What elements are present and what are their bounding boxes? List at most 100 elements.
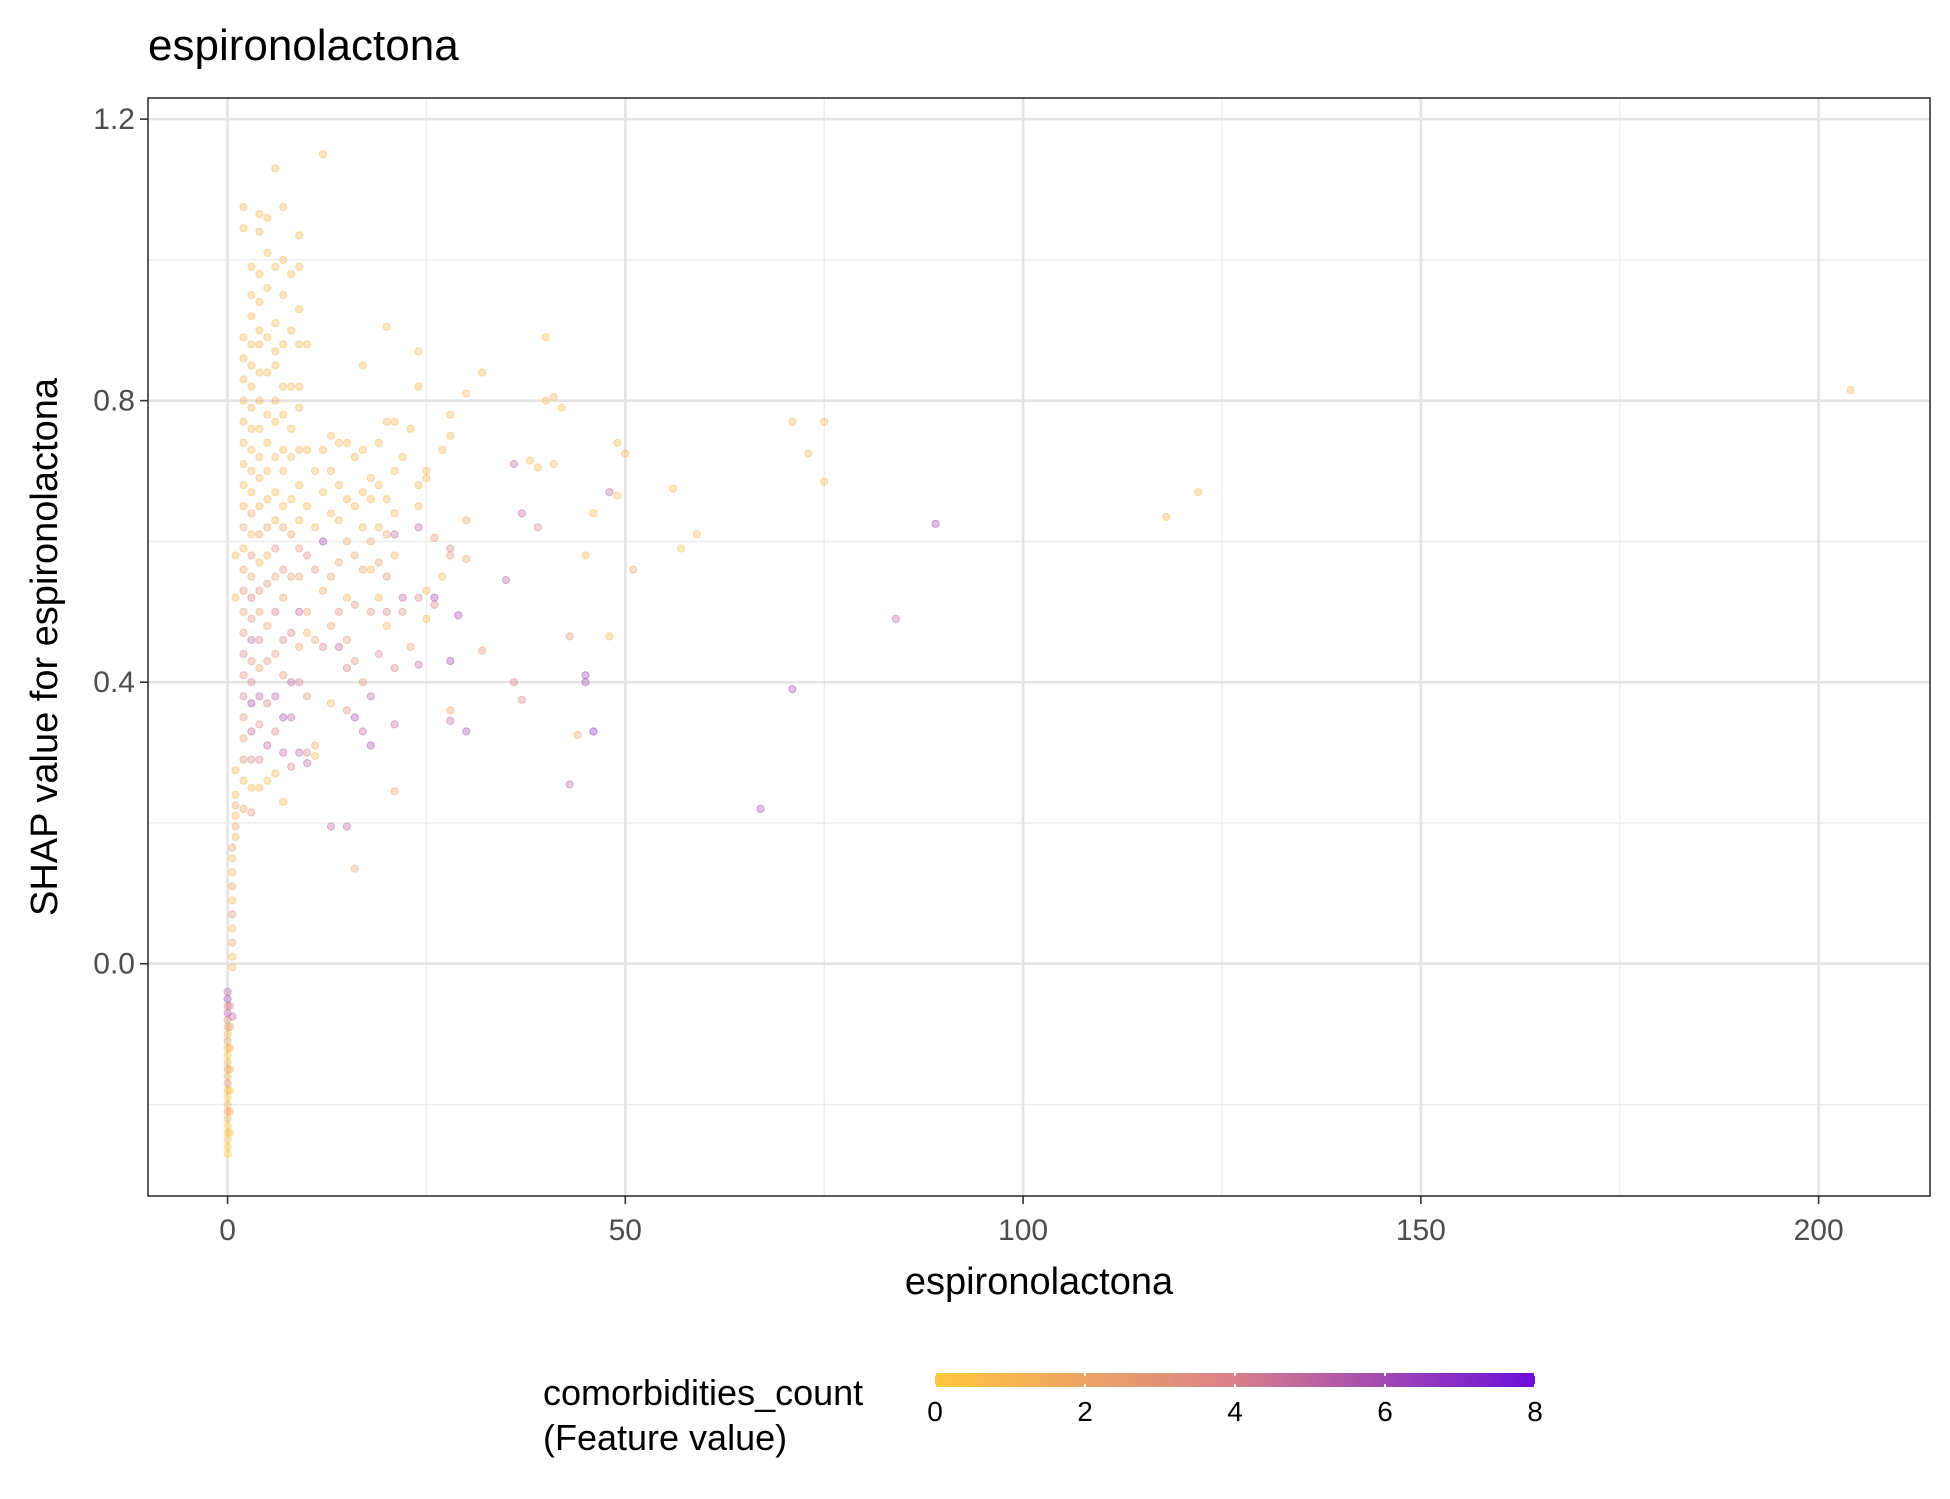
data-point [247,312,256,321]
legend-title-line-2: (Feature value) [543,1417,787,1458]
data-point [350,713,359,722]
x-tick-label: 200 [1794,1214,1844,1247]
data-point [223,1093,232,1102]
data-point [223,1100,232,1109]
data-point [263,776,272,785]
data-point [225,1001,234,1011]
data-point [239,713,248,722]
data-point [311,466,320,476]
data-point [446,431,455,440]
data-point [390,720,399,729]
data-point [247,635,256,645]
data-point [223,1149,232,1158]
data-point [438,572,447,581]
data-point [446,706,455,715]
data-point [231,593,240,602]
data-point [263,368,272,377]
data-point [223,1072,232,1081]
data-point [295,382,304,391]
data-point [279,255,288,264]
data-point [374,649,383,659]
data-point [228,843,237,852]
data-point [225,1065,234,1074]
data-point [398,452,407,462]
data-point [581,671,590,680]
data-point [454,611,463,620]
data-point [287,530,296,539]
data-point [239,649,248,659]
data-point [382,495,391,504]
data-point [279,748,288,757]
data-point [422,586,431,595]
data-point [334,516,343,525]
data-point [271,417,280,426]
data-point [279,671,288,680]
data-point [247,657,256,666]
data-point [613,438,622,447]
x-tick-label: 0 [219,1214,236,1247]
data-point [223,1023,232,1032]
data-point [358,523,367,532]
data-point [374,481,383,490]
data-point [295,481,304,490]
data-point [509,459,519,469]
data-point [613,491,622,500]
data-point [390,509,399,518]
data-point [255,607,264,616]
data-point [326,509,336,518]
data-point [446,716,455,726]
data-point [225,1086,234,1095]
data-point [374,593,383,602]
data-point [255,326,264,335]
data-point [358,565,367,574]
data-point [366,741,375,750]
data-point [804,449,813,458]
data-point [263,699,272,708]
data-point [263,551,272,560]
data-point [279,203,288,212]
data-point [605,488,614,497]
data-point [239,671,248,680]
data-point [247,727,256,736]
data-point [255,368,264,377]
data-point [589,509,598,518]
data-point [287,326,296,335]
data-point [228,868,237,877]
data-point [271,607,280,616]
data-point [350,864,359,873]
y-tick-label: 0.0 [93,948,135,981]
data-point [358,361,367,370]
data-point [414,593,423,602]
data-point [295,403,304,412]
data-point [223,1086,232,1095]
data-point [303,628,312,638]
data-point [223,1030,232,1039]
data-point [414,523,423,532]
data-point [223,1001,232,1011]
data-point [295,607,304,616]
data-point [295,231,304,240]
data-point [366,692,375,701]
data-point [390,551,399,560]
data-point [279,523,288,532]
data-point [295,305,304,314]
data-point [517,509,527,518]
data-point [342,593,351,602]
data-point [223,1037,232,1046]
colorbar-tick-label: 0 [927,1396,943,1427]
data-point [228,910,237,919]
data-point [295,340,304,349]
data-point [446,657,455,666]
data-point [279,565,288,574]
data-point [247,755,256,764]
data-point [326,572,336,581]
data-point [295,516,304,525]
data-point [223,1079,232,1088]
data-point [231,832,240,842]
data-point [756,804,765,814]
data-point [334,607,343,616]
data-point [390,664,399,673]
data-point [263,283,272,293]
data-point [239,459,248,469]
data-point [247,445,256,454]
